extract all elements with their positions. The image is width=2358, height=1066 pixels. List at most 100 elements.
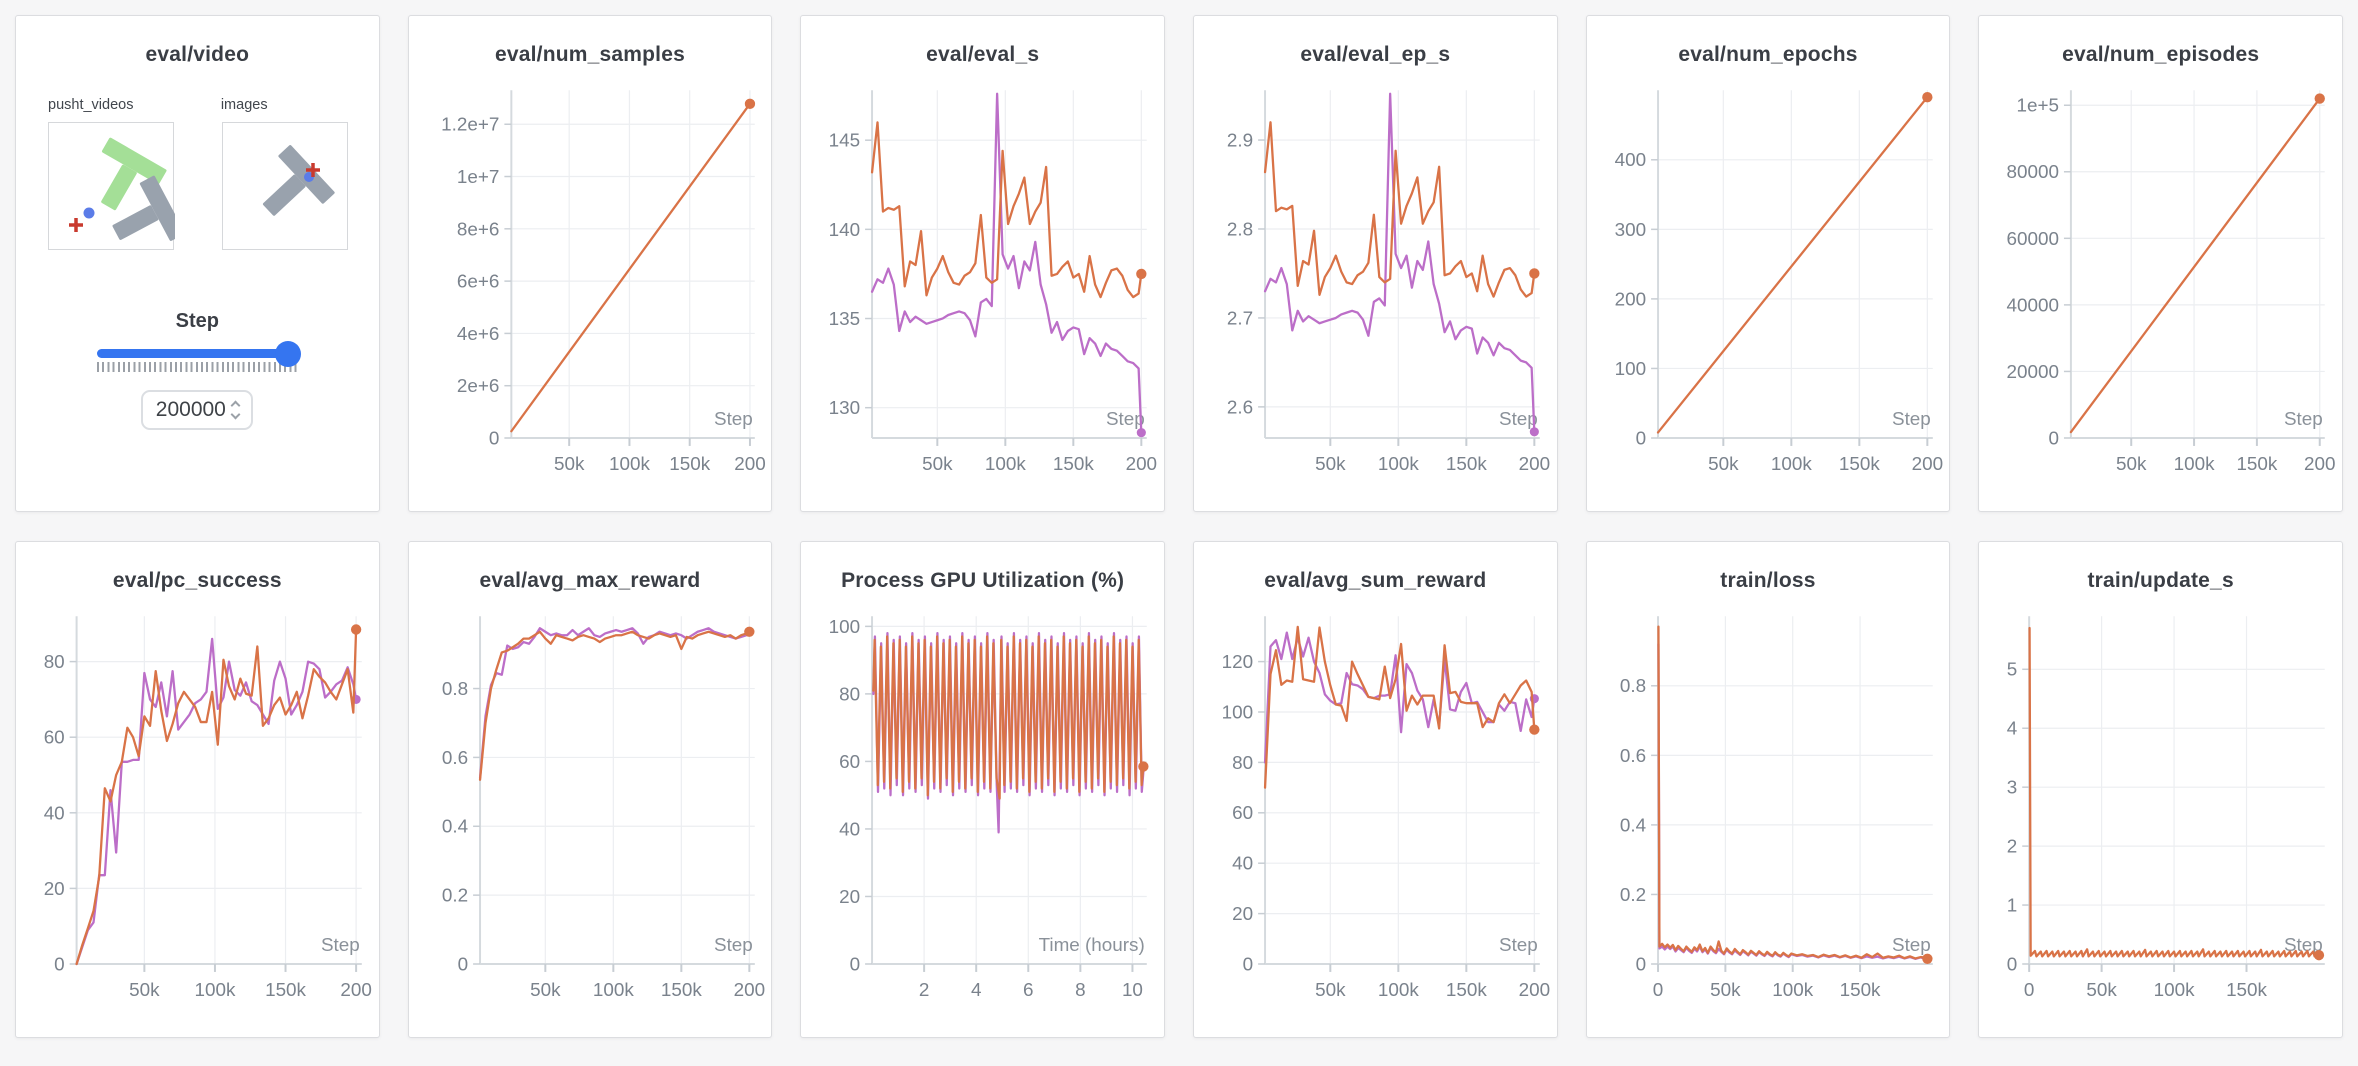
- svg-text:1e+7: 1e+7: [457, 166, 499, 187]
- svg-text:40: 40: [1232, 853, 1253, 874]
- line-chart-eval-avg-max-reward[interactable]: 50k 100k 150k 200 0 0.2 0.4 0.6 0.8 Step: [409, 599, 772, 1019]
- line-chart-eval-num-samples[interactable]: 50k 100k 150k 200 0 2e+6 4e+6 6e+6 8e+6 1e+7 1.2e+…: [409, 73, 772, 493]
- goal-t-shape: [101, 137, 167, 211]
- svg-text:2.9: 2.9: [1227, 130, 1253, 151]
- svg-text:150k: 150k: [661, 979, 702, 1000]
- line-chart-gpu-utilization[interactable]: 2 4 6 8 10 0 20 40 60 80 100 Time (hours): [801, 599, 1164, 1019]
- svg-text:0: 0: [1635, 427, 1646, 448]
- svg-text:200: 200: [1519, 979, 1550, 1000]
- svg-text:40000: 40000: [2007, 294, 2059, 315]
- panel-train-update-s: train/update_s 0 50k 100k 150k 0 1 2 3 4 5 Step: [1978, 541, 2343, 1038]
- svg-text:100k: 100k: [2174, 453, 2215, 474]
- svg-text:0.2: 0.2: [442, 885, 468, 906]
- svg-text:150k: 150k: [1446, 453, 1487, 474]
- line-chart-eval-num-epochs[interactable]: 50k 100k 150k 200 0 100 200 300 400 Step: [1587, 73, 1950, 493]
- video-thumbnail-pusht[interactable]: [48, 122, 185, 250]
- svg-text:100k: 100k: [593, 979, 634, 1000]
- svg-text:2.7: 2.7: [1227, 307, 1253, 328]
- svg-text:0: 0: [1635, 953, 1646, 974]
- svg-text:8: 8: [1075, 979, 1086, 1000]
- svg-text:200: 200: [1911, 453, 1942, 474]
- svg-text:100: 100: [829, 616, 860, 637]
- svg-text:100k: 100k: [1378, 453, 1419, 474]
- svg-text:20: 20: [1232, 903, 1253, 924]
- svg-text:200: 200: [2304, 453, 2335, 474]
- svg-text:40: 40: [44, 802, 65, 823]
- svg-text:Step: Step: [1499, 408, 1538, 429]
- svg-text:2.8: 2.8: [1227, 218, 1253, 239]
- svg-text:5: 5: [2007, 659, 2018, 680]
- svg-text:50k: 50k: [1710, 979, 1741, 1000]
- line-chart-eval-eval-ep-s[interactable]: 50k 100k 150k 200 2.6 2.7 2.8 2.9 Step: [1194, 73, 1557, 493]
- svg-text:0: 0: [2007, 953, 2018, 974]
- svg-text:Step: Step: [1499, 934, 1538, 955]
- svg-text:0: 0: [457, 953, 468, 974]
- svg-text:50k: 50k: [2087, 979, 2118, 1000]
- step-slider-thumb[interactable]: [275, 340, 302, 367]
- svg-text:145: 145: [829, 130, 860, 151]
- svg-text:Step: Step: [1892, 408, 1931, 429]
- line-chart-eval-eval-s[interactable]: 50k 100k 150k 200 130 135 140 145 Step: [801, 73, 1164, 493]
- svg-text:50k: 50k: [530, 979, 561, 1000]
- svg-text:1e+5: 1e+5: [2017, 95, 2059, 116]
- svg-text:80000: 80000: [2007, 161, 2059, 182]
- step-slider-label: Step: [175, 310, 219, 332]
- svg-text:Step: Step: [321, 934, 360, 955]
- svg-text:Step: Step: [2284, 408, 2323, 429]
- step-number-input[interactable]: 200000: [141, 390, 254, 430]
- svg-text:200: 200: [734, 453, 765, 474]
- chevron-down-icon[interactable]: [230, 409, 241, 420]
- svg-text:4: 4: [971, 979, 982, 1000]
- svg-text:100k: 100k: [1771, 453, 1812, 474]
- target-cross-icon: [69, 218, 83, 232]
- svg-text:0: 0: [2049, 427, 2060, 448]
- svg-text:4e+6: 4e+6: [457, 323, 499, 344]
- image-thumbnail[interactable]: [222, 122, 348, 250]
- line-chart-train-update-s[interactable]: 0 50k 100k 150k 0 1 2 3 4 5 Step: [1979, 599, 2342, 1019]
- svg-text:80: 80: [44, 651, 65, 672]
- svg-text:50k: 50k: [922, 453, 953, 474]
- svg-text:4: 4: [2007, 718, 2018, 739]
- svg-text:2: 2: [919, 979, 930, 1000]
- media-key-labels: pusht_videos images: [48, 97, 346, 113]
- svg-text:60: 60: [839, 751, 860, 772]
- svg-text:0.4: 0.4: [1620, 814, 1646, 835]
- line-chart-eval-pc-success[interactable]: 50k 100k 150k 200 0 20 40 60 80 Step: [16, 599, 379, 1019]
- panel-eval-num-episodes: eval/num_episodes 50k 100k 150k 200 0 20000 40…: [1978, 15, 2343, 512]
- panel-eval-avg-max-reward: eval/avg_max_reward 50k 100k 150k 200 0 0.2 0.…: [407, 541, 773, 1038]
- svg-text:200: 200: [1519, 453, 1550, 474]
- svg-text:0: 0: [489, 427, 500, 448]
- svg-text:6: 6: [1023, 979, 1034, 1000]
- svg-text:0.6: 0.6: [442, 747, 468, 768]
- svg-text:150k: 150k: [1839, 979, 1880, 1000]
- panel-eval-video: eval/video pusht_videos images: [15, 15, 380, 512]
- panel-title: eval/avg_max_reward: [479, 569, 701, 592]
- panel-title: train/loss: [1720, 569, 1816, 592]
- step-slider[interactable]: [97, 340, 302, 372]
- panel-title: eval/eval_s: [926, 43, 1040, 66]
- svg-text:50k: 50k: [1708, 453, 1739, 474]
- svg-text:2e+6: 2e+6: [457, 375, 499, 396]
- line-chart-train-loss[interactable]: 0 50k 100k 150k 0 0.2 0.4 0.6 0.8 Step: [1587, 599, 1950, 1019]
- line-chart-eval-num-episodes[interactable]: 50k 100k 150k 200 0 20000 40000 60000 80000 1e+5 S…: [1979, 73, 2342, 493]
- panel-title: eval/eval_ep_s: [1300, 43, 1451, 66]
- svg-text:50k: 50k: [554, 453, 585, 474]
- svg-text:400: 400: [1614, 149, 1645, 170]
- svg-text:150k: 150k: [1839, 453, 1880, 474]
- svg-text:Step: Step: [2284, 934, 2323, 955]
- svg-text:135: 135: [829, 308, 860, 329]
- svg-text:0.6: 0.6: [1620, 745, 1646, 766]
- panel-title: eval/num_episodes: [2062, 43, 2260, 66]
- panel-eval-eval-ep-s: eval/eval_ep_s 50k 100k 150k 200 2.6 2.7 2.8 2.…: [1192, 15, 1558, 512]
- step-slider-track[interactable]: [97, 340, 302, 367]
- panel-title: eval/num_samples: [495, 43, 685, 66]
- svg-text:50k: 50k: [1315, 453, 1346, 474]
- line-chart-eval-avg-sum-reward[interactable]: 50k 100k 150k 200 0 20 40 60 80 100 120 Step: [1194, 599, 1557, 1019]
- svg-text:50k: 50k: [129, 979, 160, 1000]
- svg-text:150k: 150k: [265, 979, 306, 1000]
- svg-text:1.2e+7: 1.2e+7: [441, 114, 499, 135]
- svg-text:Step: Step: [1892, 934, 1931, 955]
- block-t-shape: [112, 175, 185, 241]
- svg-text:10: 10: [1122, 979, 1143, 1000]
- svg-text:60: 60: [44, 727, 65, 748]
